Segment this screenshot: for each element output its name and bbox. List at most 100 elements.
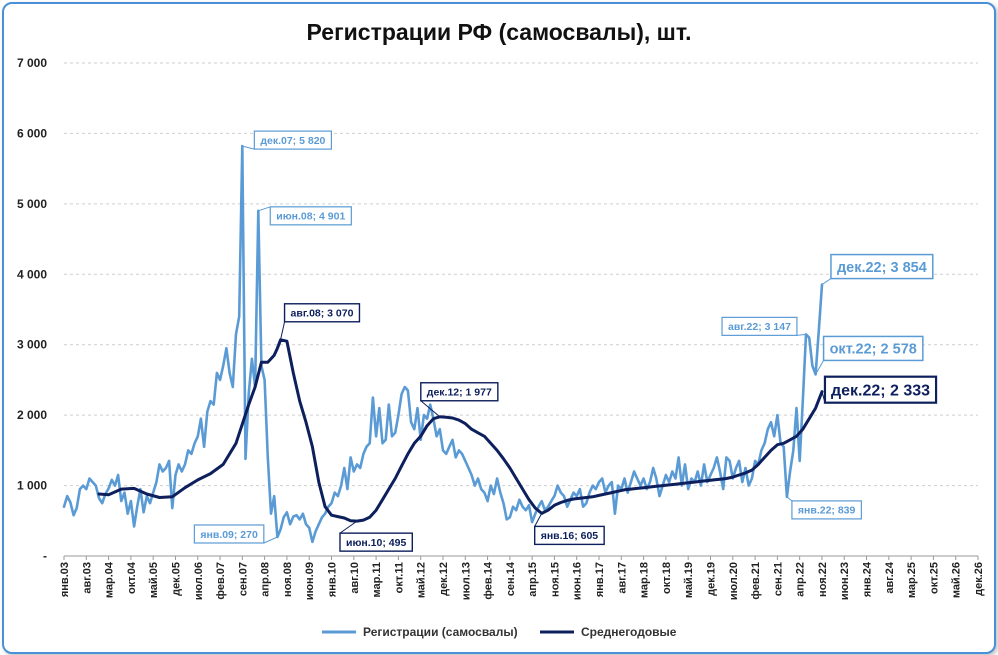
x-tick-label: июн.09 [304, 562, 316, 600]
annotations: дек.07; 5 820 июн.08; 4 901 авг.08; 3 070 я… [193, 130, 938, 552]
x-tick-label: июл.06 [193, 562, 205, 600]
x-tick-label: мар.11 [371, 562, 383, 598]
annotation-box [283, 303, 361, 323]
annotation-ann-dec22-avg: дек.22; 2 333 [821, 375, 938, 404]
annotation-box [339, 532, 413, 552]
x-tick-label: окт.25 [928, 562, 940, 594]
x-tick-label: окт.11 [393, 562, 405, 593]
x-tick-label: ноя.15 [549, 562, 561, 597]
x-tick-label: май.12 [416, 562, 428, 598]
annotation-label: авг.22; 3 147 [728, 321, 791, 333]
annotation-box [253, 130, 332, 150]
x-tick-label: мар.25 [906, 562, 918, 598]
annotation-ann-aug08: авг.08; 3 070 [280, 303, 361, 340]
annotation-leader [280, 321, 286, 340]
x-tick-label: сен.14 [505, 561, 517, 596]
x-tick-label: сен.07 [237, 562, 249, 596]
annotation-ann-aug22: авг.22; 3 147 [721, 316, 807, 336]
y-tick-label: 4 000 [17, 267, 47, 281]
x-tick-label: фев.07 [215, 562, 227, 600]
annotation-ann-jan16: янв.16; 605 [534, 513, 605, 546]
x-axis: янв.03 авг.03 мар.04 окт.04 май.05 дек.05 июл.… [59, 555, 985, 600]
x-tick-label: апр.08 [260, 562, 272, 597]
x-tick-label: мар.18 [639, 562, 651, 598]
x-tick-label: авг.17 [616, 562, 628, 594]
x-tick-label: дек.05 [170, 562, 182, 596]
y-tick-label: 2 000 [17, 408, 47, 422]
annotation-leader [815, 360, 825, 375]
annotation-leader [242, 145, 255, 150]
x-tick-label: фев.21 [750, 562, 762, 600]
x-tick-label: июл.20 [728, 562, 740, 600]
x-tick-label: авг.24 [884, 561, 896, 594]
annotation-label: янв.09; 270 [200, 529, 258, 541]
x-tick-label: дек.12 [438, 562, 450, 596]
annotation-leader [263, 536, 278, 544]
gridlines [64, 62, 978, 487]
x-tick-label: сен.21 [772, 562, 784, 596]
x-tick-label: окт.18 [661, 562, 673, 594]
annotation-ann-oct22: окт.22; 2 578 [815, 335, 924, 375]
annotation-box [193, 524, 265, 544]
y-tick-label: 5 000 [17, 197, 47, 211]
legend: Регистрации (самосвалы) Среднегодовые [322, 625, 677, 639]
annotation-box [822, 335, 924, 362]
x-tick-label: янв.17 [594, 562, 606, 597]
series-line-registrations [62, 144, 824, 544]
x-tick-label: авг.10 [349, 562, 361, 594]
annotation-label: янв.16; 605 [541, 530, 599, 542]
x-tick-label: янв.24 [862, 561, 874, 597]
annotation-label: июн.08; 4 901 [276, 211, 345, 223]
y-tick-label: - [43, 549, 47, 563]
legend-label-registrations: Регистрации (самосвалы) [363, 625, 518, 639]
x-tick-label: май.26 [951, 562, 963, 598]
annotation-label: окт.22; 2 578 [830, 342, 917, 358]
annotation-box [269, 206, 352, 226]
x-tick-label: май.19 [683, 562, 695, 598]
annotation-ann-jan09: янв.09; 270 [193, 524, 278, 544]
annotation-leader [821, 391, 826, 403]
x-tick-label: окт.04 [126, 561, 138, 594]
x-tick-label: июн.23 [839, 562, 851, 600]
annotation-box [830, 253, 934, 280]
legend-label-average: Среднегодовые [581, 625, 677, 639]
x-tick-label: июн.16 [572, 562, 584, 600]
annotation-box [823, 375, 938, 404]
y-tick-label: 3 000 [17, 338, 47, 352]
annotation-ann-jun08: июн.08; 4 901 [258, 206, 352, 226]
y-tick-label: 6 000 [17, 126, 47, 140]
annotation-leader [796, 333, 807, 336]
annotation-leader [534, 513, 543, 527]
x-tick-label: дек.26 [973, 562, 985, 596]
annotation-label: дек.12; 1 977 [427, 387, 492, 399]
annotation-label: янв.22; 839 [798, 505, 856, 517]
x-tick-label: ноя.22 [817, 562, 829, 597]
y-tick-label: 7 000 [17, 56, 47, 70]
annotation-leader [258, 206, 271, 212]
series-lines [62, 144, 824, 544]
x-tick-label: июл.13 [460, 562, 472, 600]
annotation-leader [786, 496, 793, 502]
annotation-leader [821, 278, 832, 285]
x-tick-label: мар.04 [104, 561, 116, 598]
annotation-box [791, 500, 862, 520]
y-tick-label: 1 000 [17, 479, 47, 493]
x-tick-label: фев.14 [483, 561, 495, 600]
x-tick-label: янв.03 [59, 562, 71, 597]
x-tick-label: дек.19 [705, 562, 717, 596]
annotation-label: дек.22; 3 854 [837, 260, 927, 276]
annotation-ann-dec12: дек.12; 1 977 [420, 382, 499, 418]
annotation-ann-dec07: дек.07; 5 820 [242, 130, 332, 150]
annotation-label: авг.08; 3 070 [291, 308, 354, 320]
x-tick-label: янв.10 [327, 562, 339, 597]
annotation-leader [339, 520, 358, 534]
chart-title: Регистрации РФ (самосвалы), шт. [307, 19, 692, 45]
annotation-label: июн.10; 495 [346, 537, 406, 549]
annotation-leader [420, 400, 441, 418]
series-line-average [97, 338, 824, 523]
annotation-ann-dec22-reg: дек.22; 3 854 [821, 253, 934, 285]
annotation-box [420, 382, 499, 402]
annotation-ann-jun10: июн.10; 495 [339, 520, 413, 552]
